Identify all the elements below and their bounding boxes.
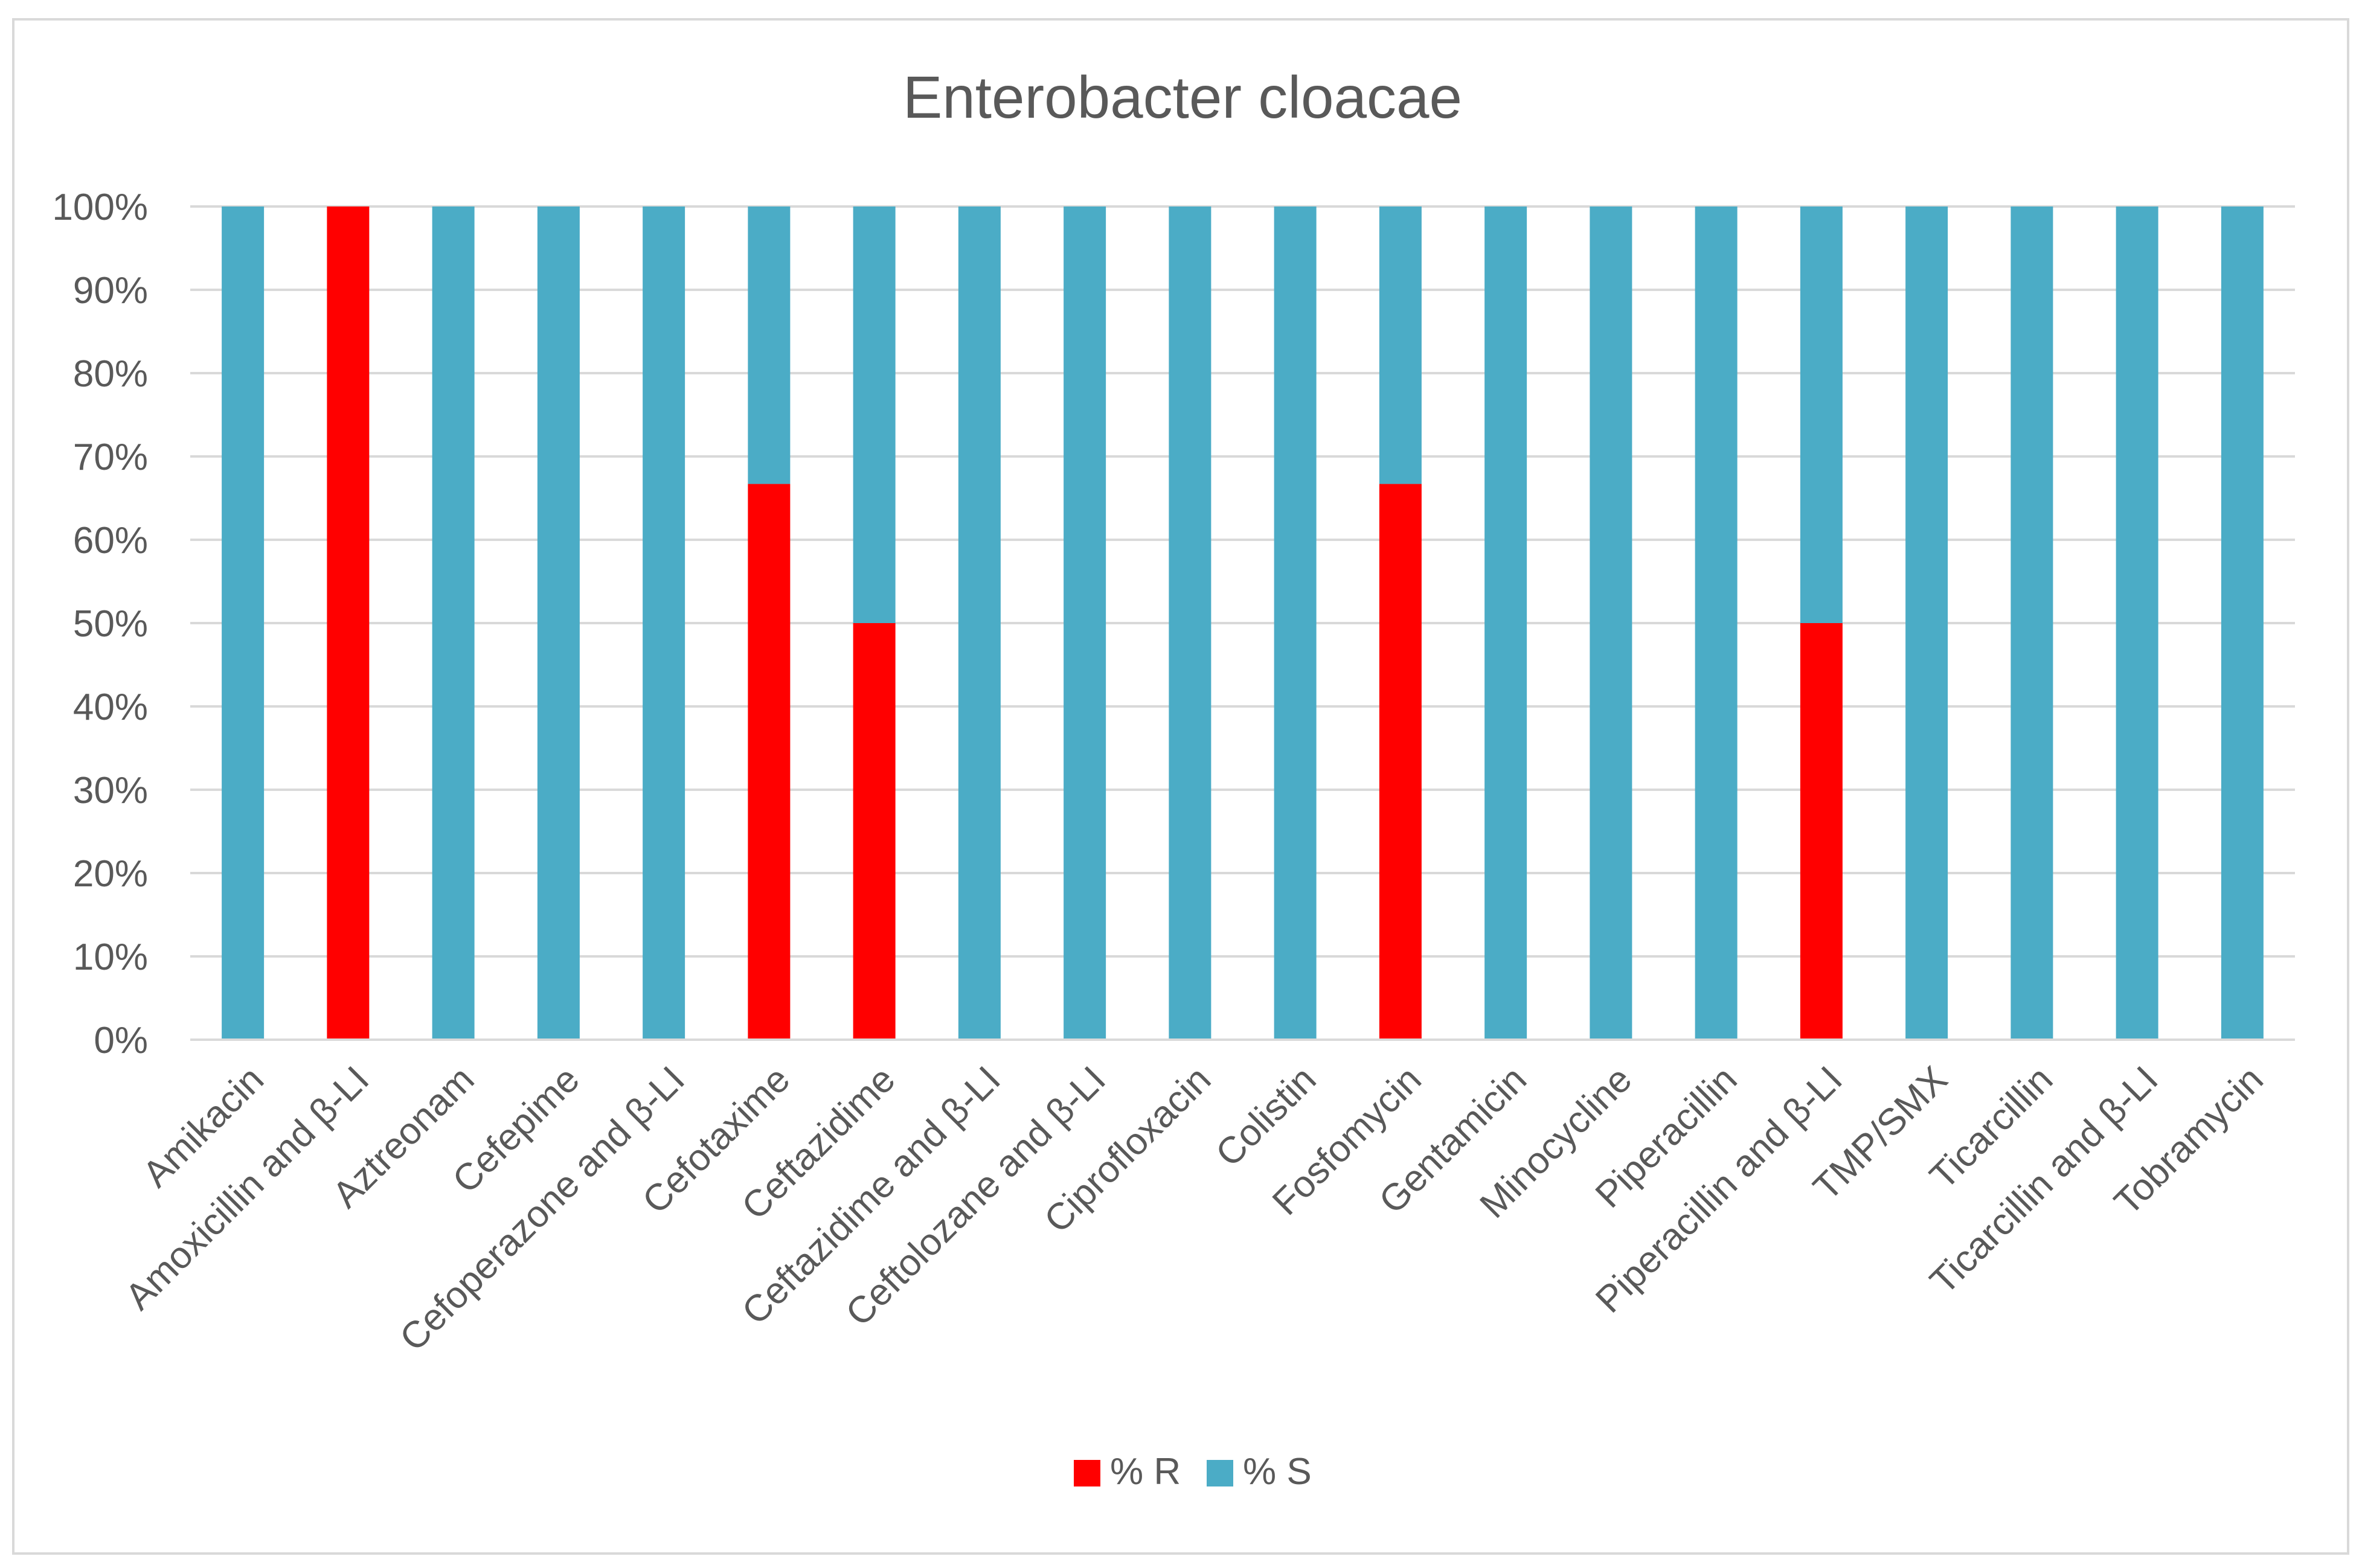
y-tick-label: 90%	[73, 270, 148, 312]
legend-swatch-resistant	[1074, 1460, 1100, 1486]
y-tick-label: 0%	[94, 1020, 148, 1061]
bar-resistant	[1379, 484, 1422, 1040]
bar-susceptible	[1064, 206, 1106, 1040]
y-tick-label: 10%	[73, 936, 148, 978]
y-tick-label: 50%	[73, 603, 148, 645]
bar-susceptible	[748, 206, 791, 484]
bar-susceptible	[1484, 206, 1527, 1040]
bar-susceptible	[2221, 206, 2264, 1040]
legend: % R % S	[1074, 1451, 1312, 1493]
bar-susceptible	[1905, 206, 1948, 1040]
bar-susceptible	[643, 206, 685, 1040]
bar-susceptible	[1800, 206, 1843, 623]
bar-susceptible	[1590, 206, 1632, 1040]
y-tick-label: 20%	[73, 853, 148, 895]
bar-resistant	[1800, 623, 1843, 1040]
legend-label-susceptible: % S	[1243, 1451, 1312, 1493]
chart-title: Enterobacter cloacae	[903, 64, 1462, 130]
bar-resistant	[853, 623, 896, 1040]
y-tick-label: 60%	[73, 520, 148, 562]
y-tick-label: 100%	[52, 187, 148, 228]
bar-resistant	[748, 484, 791, 1040]
bar-susceptible	[1379, 206, 1422, 484]
bar-susceptible	[432, 206, 475, 1040]
y-tick-label: 40%	[73, 686, 148, 728]
bar-susceptible	[1695, 206, 1738, 1040]
legend-label-resistant: % R	[1110, 1451, 1181, 1493]
bars	[222, 206, 2264, 1040]
bar-susceptible	[1169, 206, 1211, 1040]
bar-susceptible	[1274, 206, 1317, 1040]
gridlines	[190, 205, 2295, 958]
y-tick-label: 80%	[73, 353, 148, 395]
y-tick-label: 70%	[73, 437, 148, 478]
y-axis-ticks: 0% 10% 20% 30% 40% 50% 60% 70% 80% 90% 100%	[52, 187, 148, 1061]
bar-susceptible	[537, 206, 580, 1040]
bar-resistant	[327, 206, 370, 1040]
y-tick-label: 30%	[73, 770, 148, 811]
bar-susceptible	[958, 206, 1001, 1040]
bar-susceptible	[853, 206, 896, 623]
bar-susceptible	[222, 206, 265, 1040]
bar-susceptible	[2116, 206, 2158, 1040]
legend-swatch-susceptible	[1207, 1460, 1233, 1486]
bar-susceptible	[2011, 206, 2053, 1040]
